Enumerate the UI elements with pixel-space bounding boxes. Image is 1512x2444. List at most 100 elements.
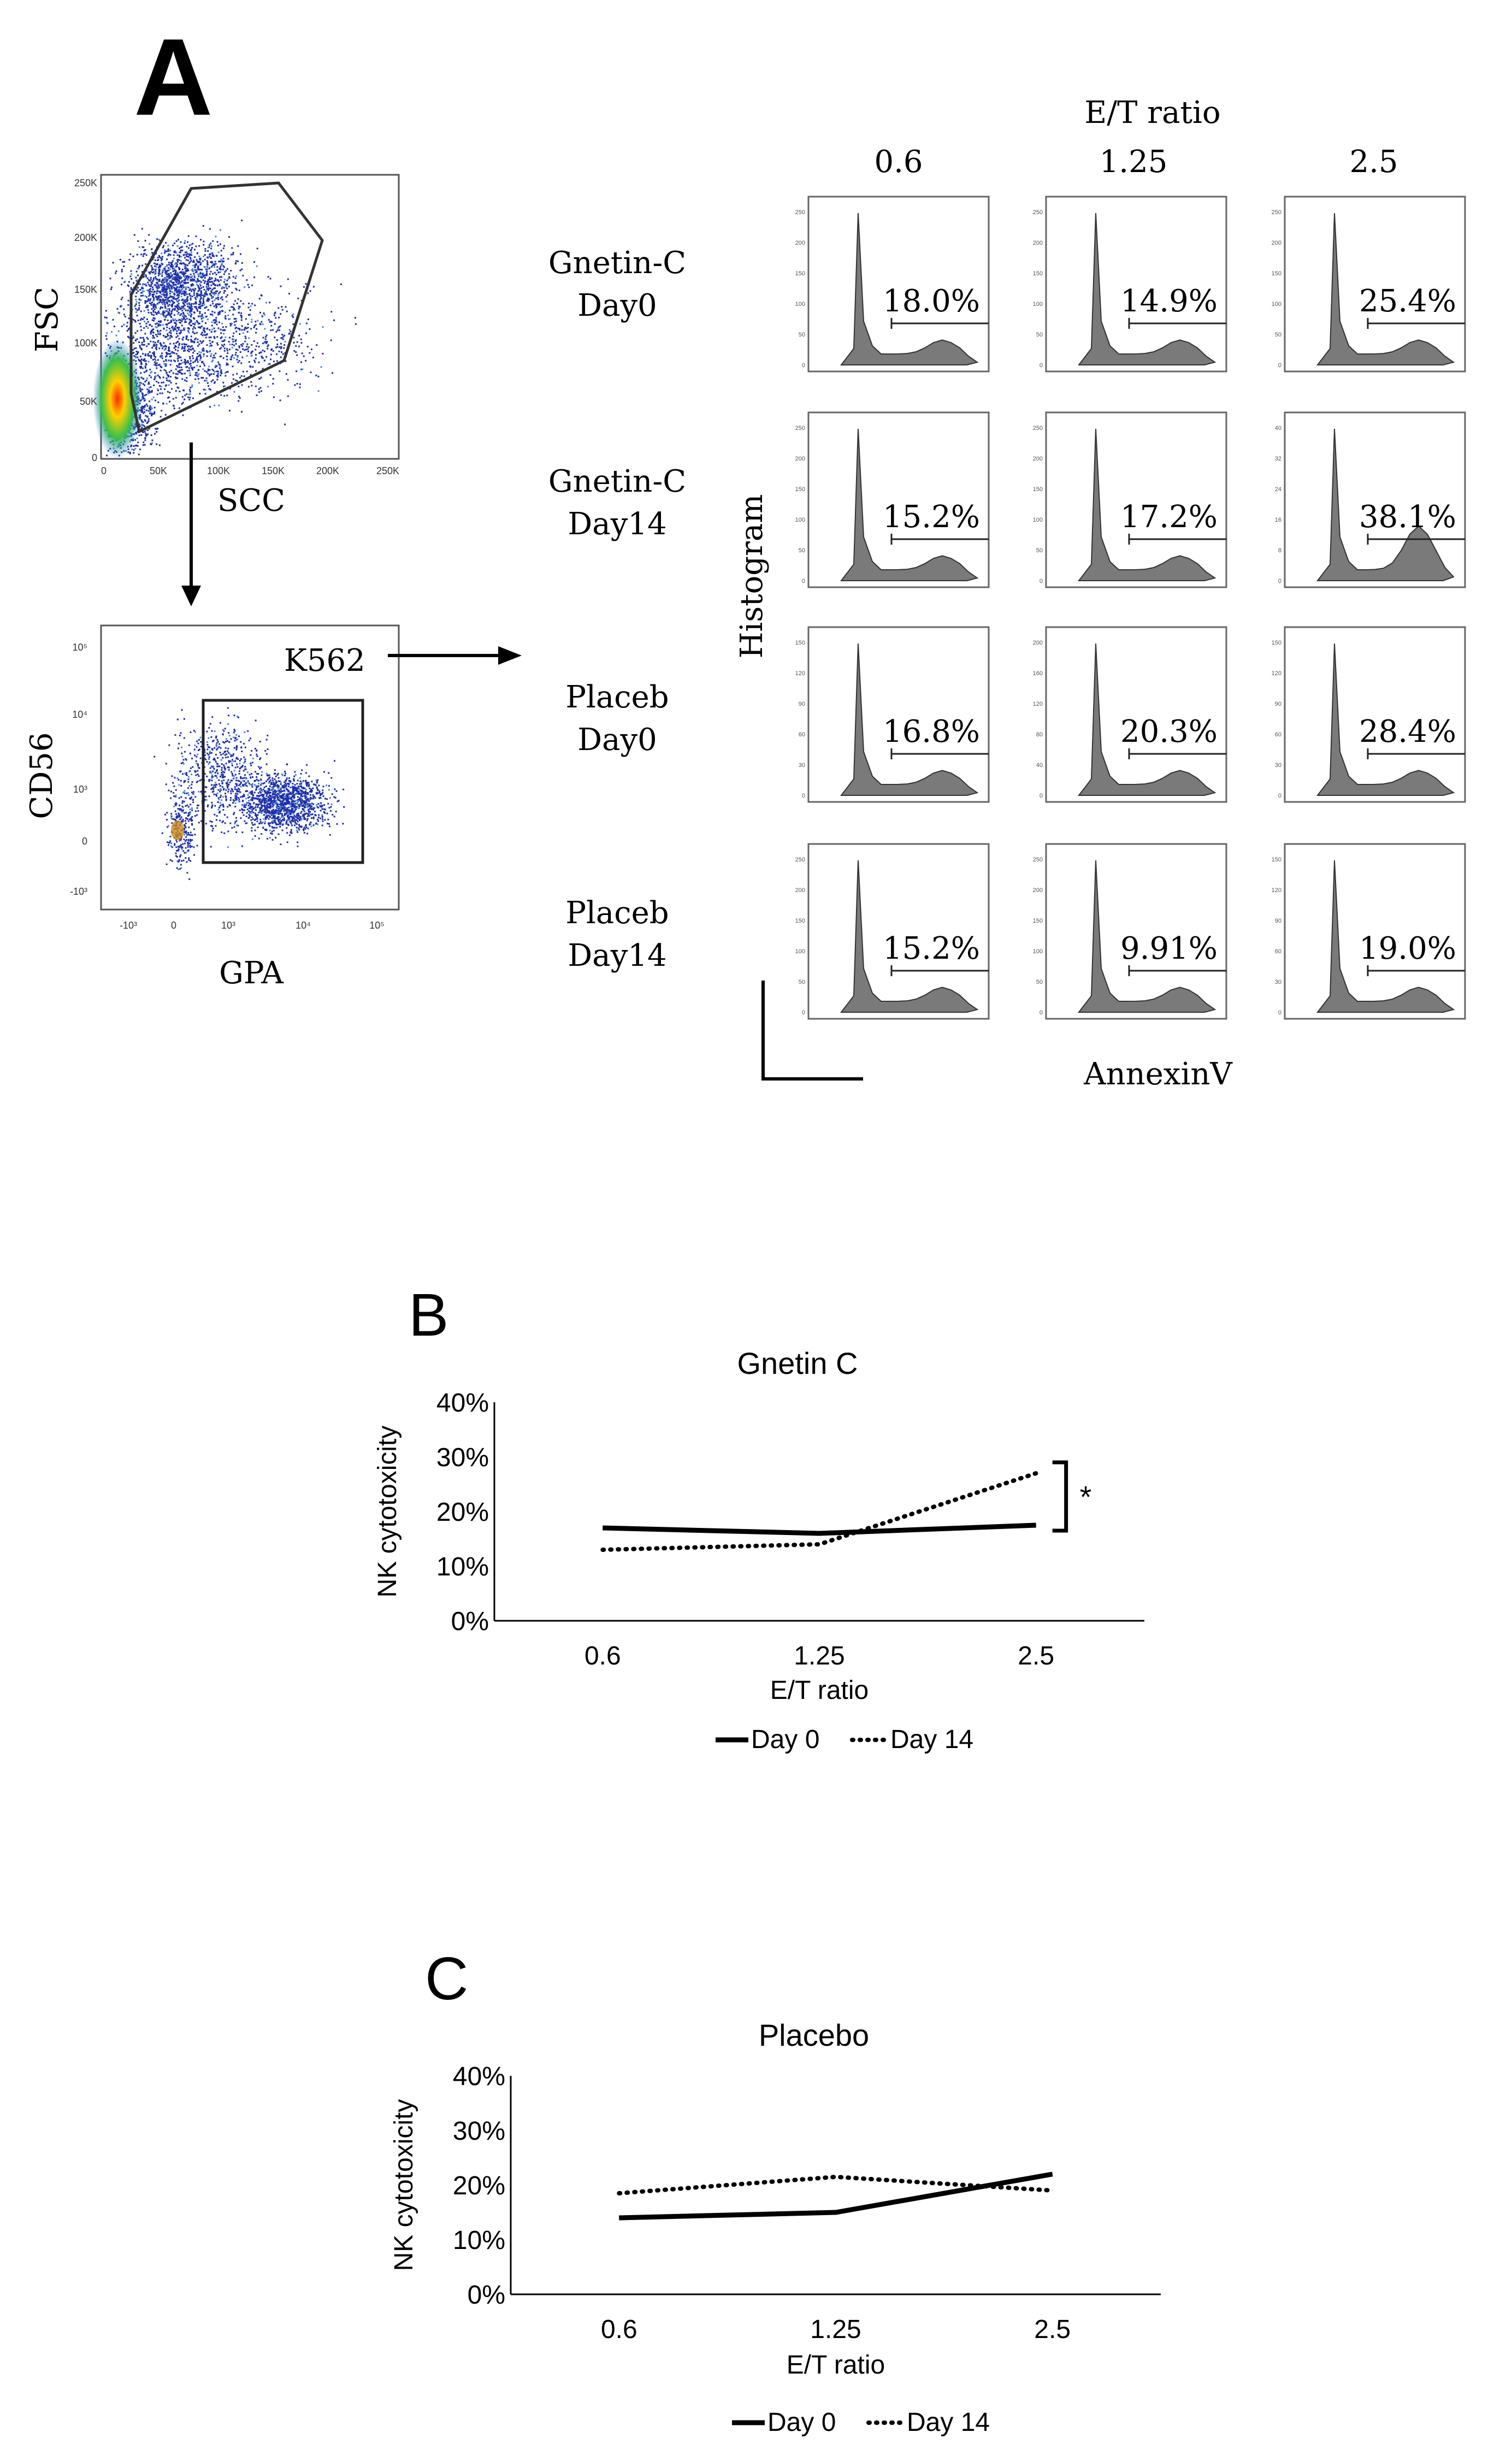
scatter1-event: [227, 352, 229, 354]
scatter1-event: [147, 410, 150, 412]
scatter1-event: [220, 371, 222, 374]
scatter1-event: [226, 348, 228, 350]
scatter1-event: [166, 264, 168, 266]
scatter1-event: [186, 256, 188, 257]
scatter1-event: [190, 274, 192, 275]
scatter1-event: [206, 299, 208, 302]
scatter2-event: [291, 816, 293, 818]
scatter1-event: [219, 261, 221, 263]
scatter1-event: [149, 293, 151, 294]
scatter1-event: [155, 259, 156, 261]
scatter2-event: [292, 800, 294, 802]
scatter1-event: [185, 288, 187, 290]
scatter1-event: [171, 309, 173, 311]
scatter2-event: [299, 801, 302, 803]
scatter1-event: [207, 297, 209, 299]
scatter2-event: [269, 794, 271, 796]
scatter1-event: [234, 354, 237, 356]
scatter1-event: [200, 317, 203, 320]
scatter2-event: [267, 801, 269, 803]
scatter1-event: [208, 365, 210, 368]
scatter1-event: [192, 261, 194, 263]
scatter1-event: [301, 352, 303, 355]
scatter1-event: [140, 310, 142, 312]
scatter2-event: [289, 834, 291, 836]
scatter1-event: [216, 266, 218, 268]
scatter1-event: [201, 341, 203, 343]
scatter2-event: [197, 742, 199, 745]
scatter1-event: [133, 452, 135, 454]
scatter1-event: [267, 345, 269, 347]
scatter2-event: [286, 807, 288, 809]
scatter1-event: [144, 437, 146, 439]
scatter2-event: [248, 802, 250, 804]
scatter1-event: [230, 253, 232, 256]
scatter1-event: [217, 373, 219, 375]
scatter1-event: [232, 340, 234, 343]
scatter2-event: [240, 781, 242, 783]
scatter2-event: [260, 804, 262, 806]
scatter2-event: [296, 790, 298, 792]
scatter1-event: [235, 318, 237, 320]
scatter1-event: [188, 314, 190, 316]
scatter1-event: [153, 314, 155, 316]
scatter2-event: [278, 810, 280, 812]
scatter1-event: [147, 281, 149, 284]
scatter1-event: [198, 287, 200, 290]
scatter1-event: [241, 268, 243, 270]
scatter1-event: [191, 296, 193, 298]
scatter1-event: [200, 291, 202, 293]
scatter1-event: [155, 306, 157, 308]
scatter2-event: [317, 779, 319, 781]
scatter2-event: [285, 798, 287, 799]
scatter2-event: [250, 737, 251, 740]
scatter1-event: [158, 330, 160, 333]
scatter1-event: [223, 350, 226, 352]
scatter2-event: [212, 740, 215, 742]
scatter1-event: [182, 414, 184, 416]
scatter2-event: [227, 723, 229, 725]
scatter2-event: [300, 804, 302, 806]
scatter1-event: [147, 355, 150, 357]
scatter1-event: [170, 264, 172, 267]
scatter1-event: [282, 335, 285, 338]
scatter1-event: [191, 269, 193, 271]
scatter1-event: [172, 304, 173, 306]
scatter1-event: [251, 284, 253, 286]
scatter2-event: [237, 793, 239, 795]
scatter1-event: [191, 247, 193, 249]
scatter1-event: [178, 268, 180, 270]
scatter1-event: [261, 390, 262, 392]
scatter1-event: [187, 296, 189, 298]
scatter1-event: [204, 370, 206, 372]
scatter1-event: [213, 336, 215, 338]
scatter2-event: [323, 808, 325, 810]
scatter2-event: [274, 792, 276, 794]
scatter2-event: [231, 827, 233, 829]
scatter2-event: [303, 829, 305, 831]
scatter1-event: [227, 314, 229, 316]
scatter2-event: [307, 809, 309, 811]
scatter1-event: [158, 363, 161, 365]
scatter1-event: [210, 314, 212, 315]
scatter2-event: [272, 791, 274, 793]
scatter1-event: [330, 339, 332, 341]
scatter1-event: [178, 281, 180, 283]
scatter1-event: [157, 284, 160, 286]
scatter2-event: [238, 787, 240, 789]
scatter1-event: [143, 359, 145, 361]
scatter1-event: [153, 353, 155, 355]
scatter2-event: [298, 807, 300, 809]
scatter1-event: [228, 276, 231, 278]
scatter1-event: [155, 263, 157, 265]
scatter1-event: [185, 291, 187, 293]
scatter1-event: [202, 294, 204, 297]
scatter1-event: [232, 253, 234, 256]
scatter2-event: [289, 781, 291, 783]
scatter1-event: [168, 384, 170, 386]
scatter2-event: [263, 811, 265, 813]
scatter1-event: [141, 284, 144, 286]
scatter1-event: [237, 349, 239, 351]
scatter1-event: [206, 263, 209, 265]
scatter1-event: [306, 322, 308, 324]
